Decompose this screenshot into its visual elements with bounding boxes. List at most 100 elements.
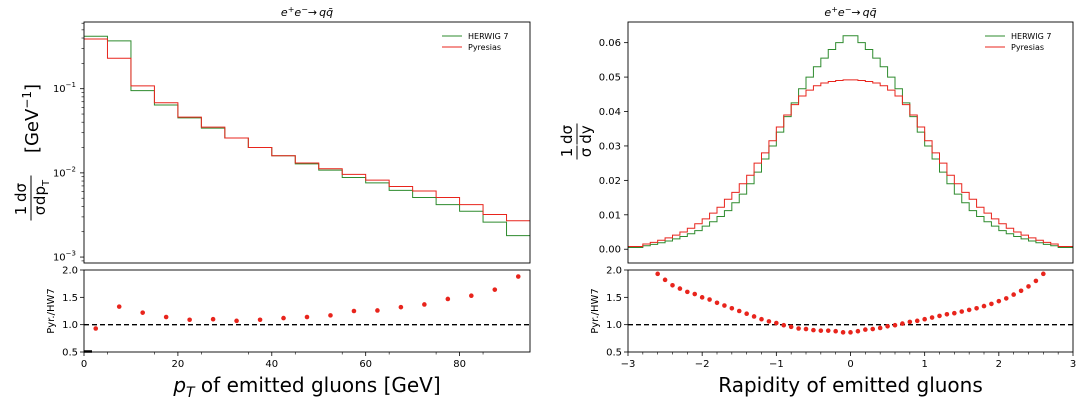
ratio-point (304, 314, 310, 320)
ratio-point (692, 291, 698, 297)
ratio-point (914, 318, 920, 324)
chart-title: e+e−→ qq̄ (824, 5, 876, 19)
text-part: q̄ (870, 6, 877, 19)
ratio-point (1018, 288, 1024, 294)
text-part: −2 (66, 165, 76, 173)
ratio-point (900, 321, 905, 326)
ratio-point (863, 327, 868, 332)
ratio-y-label: Pyr./HW7 (590, 288, 601, 333)
ratio-point (840, 330, 846, 335)
ratio-point (234, 318, 239, 324)
ratio-y-label: Pyr./HW7 (46, 288, 57, 333)
x-axis-label: Rapidity of emitted gluons (718, 373, 983, 397)
text-part: − (845, 5, 852, 14)
legend-label-pyresias: Pyresias (468, 43, 501, 52)
ratio-point (937, 313, 942, 319)
ratio-point (469, 293, 474, 298)
y-axis-label: 1 dσσ dy (558, 123, 595, 160)
plot-frame (627, 21, 1074, 264)
ratio-frame (83, 269, 531, 353)
ratio-point (375, 308, 380, 313)
text-part: dσ (12, 182, 30, 202)
x-tick-label: 0 (81, 359, 87, 370)
text-part: [GeV (22, 108, 43, 153)
ratio-point (944, 311, 950, 317)
ratio-y-tick-label: 0.5 (606, 348, 622, 359)
ratio-point (398, 304, 404, 310)
ratio-point (257, 317, 263, 323)
y-label-numerator-d: dσ (12, 182, 30, 202)
series-line-herwig (628, 35, 1073, 249)
ratio-point (492, 287, 498, 292)
ratio-frame (627, 269, 1074, 353)
text-part: −3 (66, 250, 76, 258)
y-label-numerator-d: dσ (558, 124, 576, 144)
text-part: p (172, 373, 186, 397)
ratio-point (140, 310, 145, 315)
ratio-point (825, 328, 831, 333)
text-part: dσ (558, 124, 576, 144)
y-tick-label: 0.00 (599, 245, 621, 256)
ratio-point (855, 328, 861, 334)
y-label-fraction-denominator: σ (31, 205, 49, 215)
y-tick-label: 10−2 (53, 165, 76, 179)
text-part: ] (22, 84, 43, 91)
text-part: → (851, 6, 860, 19)
ratio-point (281, 315, 286, 321)
text-part: σ (31, 205, 49, 215)
ratio-point (116, 304, 122, 309)
ratio-point (877, 325, 883, 331)
text-part: −1 (66, 81, 76, 89)
text-part: dp (31, 186, 49, 205)
legend-label-pyresias: Pyresias (1011, 43, 1044, 52)
text-part: 10 (53, 168, 66, 179)
ratio-point (187, 317, 192, 323)
x-tick-label: −1 (769, 359, 784, 370)
ratio-point (788, 324, 794, 330)
chart-title: e+e−→ qq̄ (281, 5, 333, 19)
plot-frame (83, 21, 531, 264)
ratio-y-tick-label: 1.0 (62, 320, 78, 331)
x-tick-label: 2 (996, 359, 1002, 370)
ratio-point (848, 330, 853, 335)
ratio-point (759, 316, 764, 322)
text-part: e (294, 6, 301, 19)
y-tick-label: 10−3 (53, 250, 76, 264)
y-tick-label: 0.03 (599, 141, 621, 152)
ratio-point (163, 314, 169, 320)
ratio-point (736, 308, 742, 314)
text-part: 1 (558, 148, 576, 158)
y-label-denominator: σ (577, 147, 595, 157)
y-tick-label: 0.01 (599, 210, 621, 221)
text-part: + (831, 5, 838, 14)
text-part: q (319, 6, 326, 19)
ratio-point (670, 283, 675, 288)
ratio-point (989, 301, 994, 307)
ratio-point (929, 315, 935, 320)
legend-label-herwig: HERWIG 7 (1011, 32, 1051, 41)
y-tick-label: 0.04 (599, 107, 621, 118)
text-part: − (301, 5, 308, 14)
ratio-point (766, 319, 772, 324)
text-part: 10 (53, 253, 66, 264)
y-label-fraction-numerator: 1 (12, 206, 30, 216)
ratio-point (422, 302, 427, 307)
ratio-point (803, 326, 809, 332)
ratio-point (907, 319, 913, 325)
ratio-point (744, 311, 749, 317)
x-tick-label: −2 (695, 359, 710, 370)
series-line-pyresias (84, 38, 530, 222)
y-label-denominator-dpt: dpT (31, 179, 52, 205)
series-line-pyresias (628, 79, 1073, 247)
ratio-point (1026, 284, 1031, 289)
ratio-point (959, 309, 965, 314)
text-part: of emitted gluons [GeV] (195, 373, 441, 397)
text-part: T (186, 385, 196, 400)
ratio-point (93, 326, 99, 331)
ratio-point (833, 328, 838, 334)
text-part: e (281, 6, 288, 19)
ratio-point (515, 274, 521, 279)
x-tick-label: 20 (172, 359, 185, 370)
ratio-point (662, 277, 668, 283)
